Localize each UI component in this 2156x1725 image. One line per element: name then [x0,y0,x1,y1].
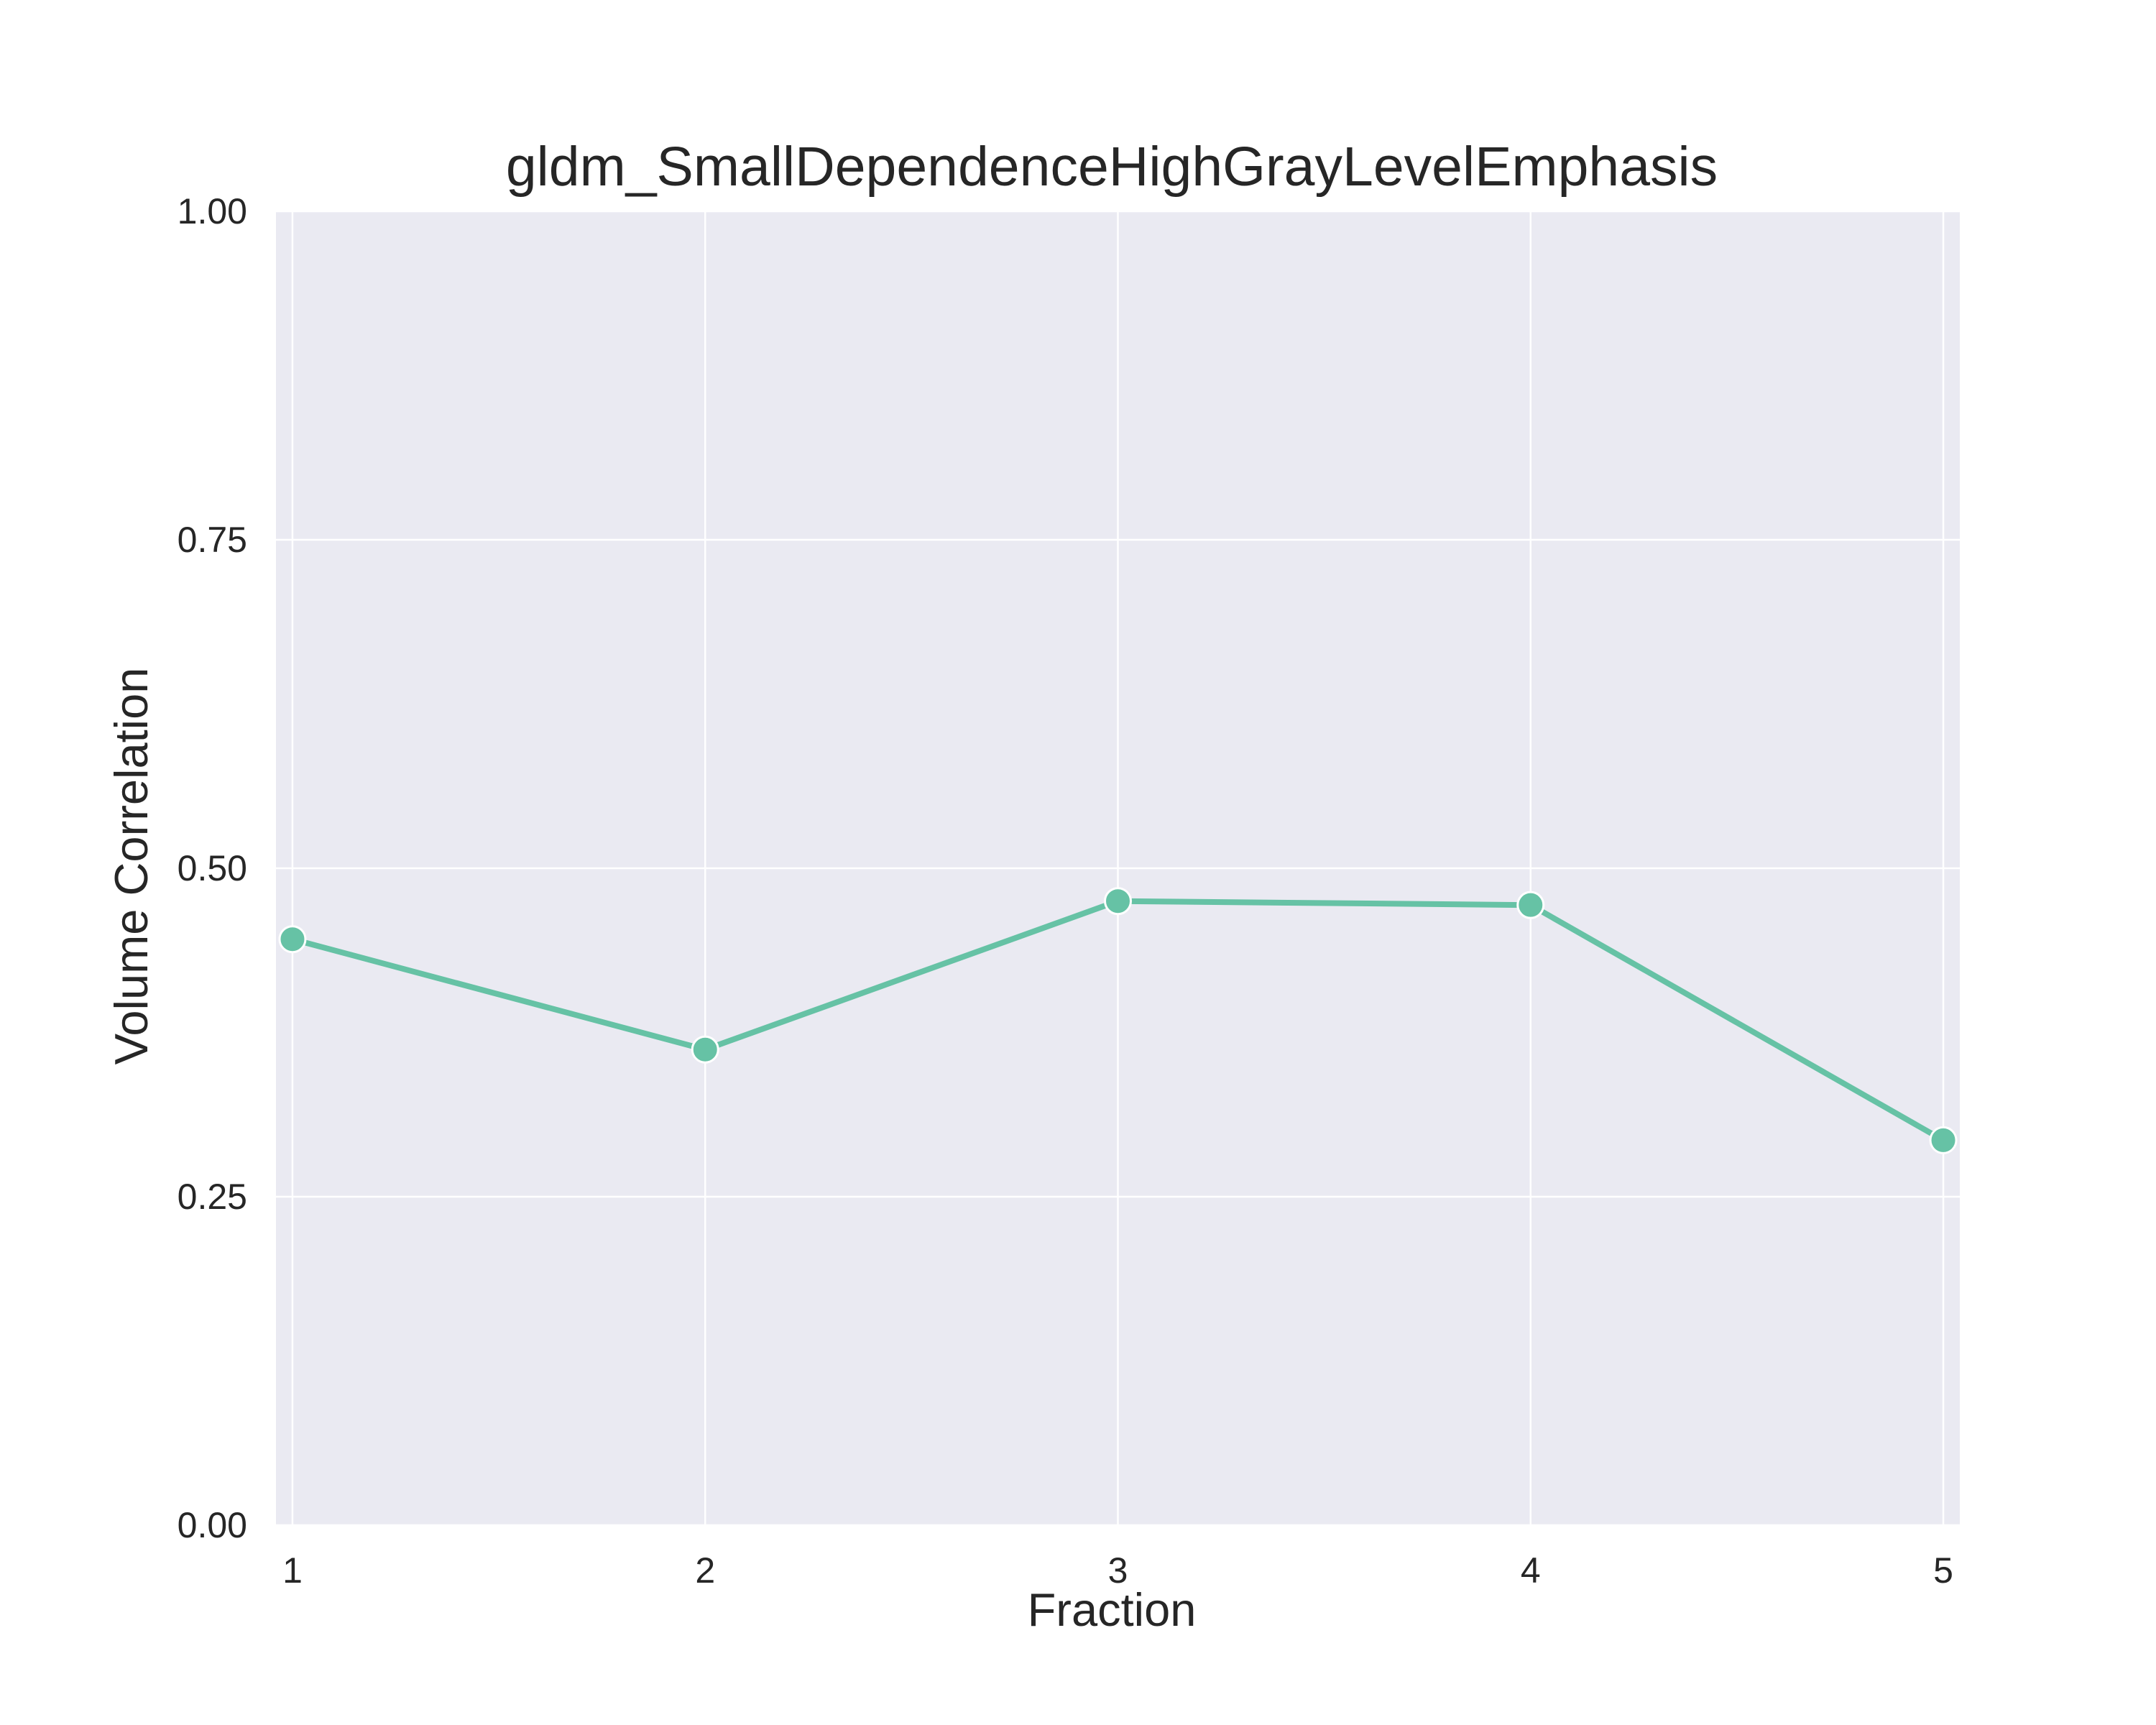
y-tick-label: 0.25 [178,1177,247,1217]
x-tick-label: 5 [1933,1550,1953,1591]
chart-title: gldm_SmallDependenceHighGrayLevelEmphasi… [506,136,1718,198]
y-axis-label: Volume Correlation [105,668,157,1065]
x-tick-label: 1 [282,1550,303,1591]
x-tick-label: 2 [695,1550,715,1591]
y-tick-label: 0.00 [178,1505,247,1545]
x-tick-label: 3 [1108,1550,1128,1591]
series-layer [278,887,1958,1154]
y-tick-label: 1.00 [178,191,247,231]
grid-lines [276,210,1960,1527]
data-point [278,925,307,954]
y-tick-label: 0.50 [178,848,247,888]
data-point [1516,891,1545,919]
y-tick-label: 0.75 [178,520,247,560]
data-point [1104,887,1132,916]
data-point [691,1035,719,1064]
tick-labels: 1 2 3 4 5 0.00 0.25 0.50 0.75 1.00 [178,191,1953,1591]
x-tick-label: 4 [1521,1550,1541,1591]
data-point [1929,1126,1958,1154]
x-axis-label: Fraction [1028,1583,1197,1636]
